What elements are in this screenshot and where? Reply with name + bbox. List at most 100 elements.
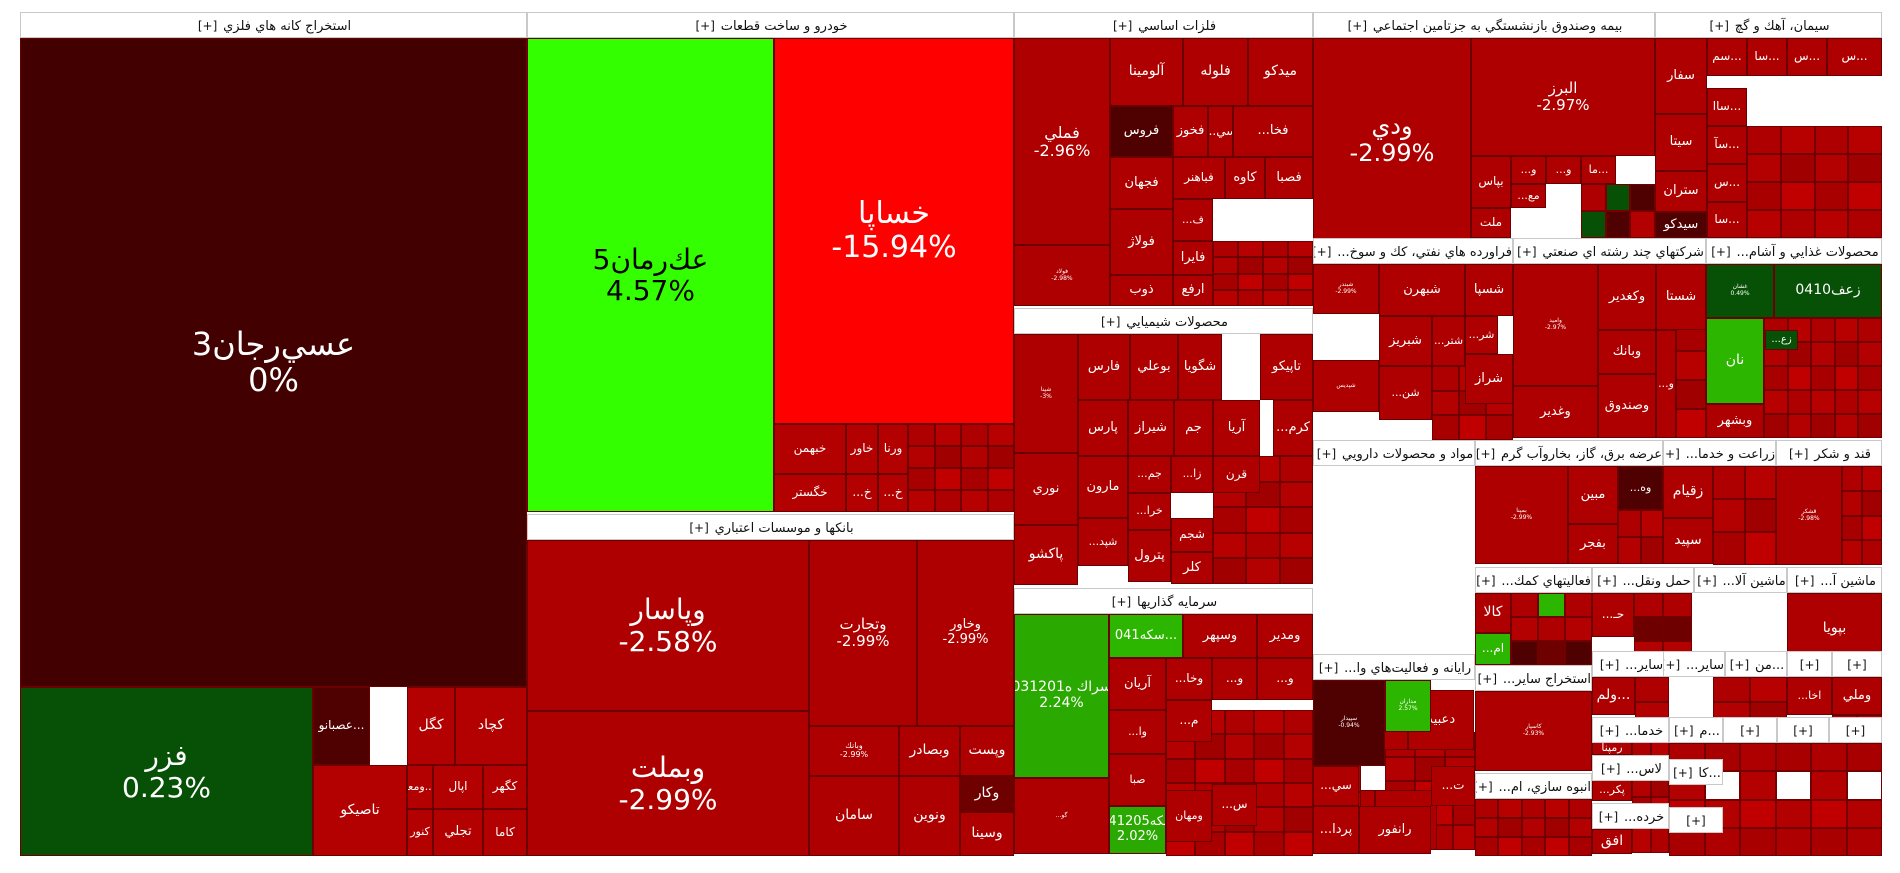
treemap-small-cell[interactable]: [1787, 414, 1812, 438]
treemap-small-cell[interactable]: [1750, 677, 1787, 702]
sector-expand-button[interactable]: [+]: [1794, 574, 1819, 588]
stock-tile[interactable]: وغدير: [1513, 386, 1598, 438]
treemap-small-cell[interactable]: [1263, 241, 1288, 258]
stock-tile[interactable]: ومعا...: [407, 765, 433, 809]
treemap-small-cell[interactable]: [1780, 126, 1815, 154]
stock-tile[interactable]: مداران 2.57%: [1385, 680, 1431, 732]
treemap-small-cell[interactable]: [1498, 799, 1522, 818]
sector-header[interactable]: بيمه وصندوق بازنشستگي به جزتامين اجتماعي…: [1314, 13, 1654, 37]
stock-tile[interactable]: ملت: [1471, 208, 1511, 238]
treemap-small-cell[interactable]: [1288, 257, 1313, 274]
treemap-small-cell[interactable]: [1713, 532, 1745, 565]
treemap-small-cell[interactable]: [1811, 743, 1847, 772]
treemap-small-cell[interactable]: [1663, 593, 1692, 617]
sector-header[interactable]: [+]: [1724, 718, 1776, 742]
sector-header[interactable]: خرده... [+]: [1593, 804, 1668, 828]
treemap-small-cell[interactable]: [1511, 593, 1538, 617]
treemap-small-cell[interactable]: [1279, 558, 1313, 584]
sector-expand-button[interactable]: [+]: [1799, 658, 1820, 672]
stock-tile[interactable]: ساا...: [1707, 88, 1747, 126]
treemap-small-cell[interactable]: [1486, 415, 1513, 440]
stock-tile[interactable]: سيدكو: [1655, 212, 1707, 238]
sector-header[interactable]: [+]: [1833, 652, 1881, 676]
treemap-small-cell[interactable]: [1246, 558, 1280, 584]
treemap-small-cell[interactable]: [1834, 318, 1859, 342]
stock-tile[interactable]: ...وا: [1109, 710, 1166, 754]
treemap-small-cell[interactable]: [1521, 837, 1546, 856]
sector-header[interactable]: خودرو و ساخت قطعات [+]: [528, 13, 1013, 37]
treemap-small-cell[interactable]: [1432, 415, 1459, 440]
sector-header[interactable]: سرمايه گذاريها [+]: [1015, 589, 1312, 613]
sector-expand-button[interactable]: [+]: [1112, 19, 1137, 33]
sector-header[interactable]: لاس... [+]: [1593, 756, 1668, 780]
treemap-small-cell[interactable]: [1545, 818, 1569, 837]
treemap-small-cell[interactable]: [1545, 837, 1569, 856]
sector-header[interactable]: محصولات غذايي و آشام... [+]: [1707, 239, 1881, 263]
stock-tile[interactable]: رمپنا: [1592, 741, 1632, 755]
stock-tile[interactable]: وپست: [960, 726, 1014, 776]
stock-tile[interactable]: ...جم: [1128, 456, 1171, 493]
stock-tile[interactable]: نان: [1706, 318, 1764, 404]
treemap-small-cell[interactable]: [1780, 154, 1815, 182]
sector-expand-button[interactable]: [+]: [1740, 724, 1760, 738]
stock-tile[interactable]: ومهان: [1166, 790, 1212, 842]
treemap-small-cell[interactable]: [1650, 825, 1669, 853]
treemap-small-cell[interactable]: [1213, 507, 1247, 533]
stock-tile[interactable]: ...خرا: [1128, 493, 1171, 530]
treemap-small-cell[interactable]: [1581, 184, 1606, 211]
treemap-small-cell[interactable]: [1246, 507, 1280, 533]
sector-expand-button[interactable]: [+]: [1709, 19, 1733, 33]
stock-tile[interactable]: سا...: [1707, 202, 1747, 238]
stock-tile[interactable]: ...اخا: [1787, 677, 1832, 715]
sector-header[interactable]: استخراج ساير... [+]: [1476, 666, 1591, 690]
treemap-small-cell[interactable]: [1224, 734, 1255, 759]
treemap-small-cell[interactable]: [1858, 318, 1882, 342]
treemap-small-cell[interactable]: [1213, 241, 1238, 258]
sector-header[interactable]: فراورده هاي نفتي، كك و سوخ... [+]: [1314, 239, 1512, 263]
stock-tile[interactable]: آريا: [1213, 400, 1260, 456]
sector-expand-button[interactable]: [+]: [689, 521, 713, 535]
sector-expand-button[interactable]: [+]: [1697, 574, 1721, 588]
stock-tile[interactable]: كنور: [407, 809, 433, 856]
stock-tile[interactable]: ﻋﻚرﻣﺎن5 4.57%: [527, 38, 774, 512]
treemap-small-cell[interactable]: [1238, 273, 1263, 290]
treemap-small-cell[interactable]: [1452, 825, 1475, 850]
treemap-small-cell[interactable]: [1811, 366, 1835, 390]
treemap-small-cell[interactable]: [1764, 414, 1788, 438]
stock-tile[interactable]: 041سكه...: [1109, 614, 1183, 658]
treemap-small-cell[interactable]: [1811, 414, 1835, 438]
treemap-small-cell[interactable]: [908, 424, 935, 446]
treemap-small-cell[interactable]: [1538, 593, 1565, 617]
stock-tile[interactable]: كالا: [1475, 593, 1511, 633]
treemap-small-cell[interactable]: [987, 446, 1014, 468]
treemap-small-cell[interactable]: [1283, 758, 1313, 783]
treemap-small-cell[interactable]: [1630, 211, 1655, 238]
treemap-small-cell[interactable]: [1511, 641, 1538, 665]
treemap-small-cell[interactable]: [1283, 710, 1313, 735]
treemap-small-cell[interactable]: [1811, 318, 1835, 342]
treemap-small-cell[interactable]: [1475, 837, 1499, 856]
treemap-small-cell[interactable]: [1787, 366, 1812, 390]
stock-tile[interactable]: ...س: [1212, 784, 1257, 826]
sector-expand-button[interactable]: [+]: [1318, 661, 1343, 675]
stock-tile[interactable]: فروس: [1110, 106, 1173, 157]
sector-header[interactable]: حمل ونقل... [+]: [1593, 568, 1693, 592]
stock-tile[interactable]: وصندوق: [1598, 374, 1656, 438]
treemap-small-cell[interactable]: [1288, 241, 1313, 258]
sector-expand-button[interactable]: [+]: [1664, 447, 1680, 461]
stock-tile[interactable]: وبصادر: [899, 726, 960, 776]
sector-expand-button[interactable]: [+]: [1601, 762, 1625, 776]
stock-tile[interactable]: خبهمن: [774, 424, 846, 474]
stock-tile[interactable]: وخاور -2.99%: [917, 540, 1014, 726]
treemap-small-cell[interactable]: [1846, 743, 1882, 772]
stock-tile[interactable]: ...شتر: [1432, 316, 1465, 366]
treemap-small-cell[interactable]: [1676, 380, 1706, 409]
stock-tile[interactable]: وبانك -2.99%: [809, 726, 899, 776]
treemap-small-cell[interactable]: [1842, 466, 1862, 491]
treemap-small-cell[interactable]: [1283, 783, 1313, 808]
treemap-small-cell[interactable]: [1713, 466, 1745, 499]
stock-tile[interactable]: فايرا: [1173, 241, 1213, 275]
stock-tile[interactable]: 0410زعف: [1774, 264, 1882, 318]
sector-header[interactable]: [+]: [1788, 652, 1831, 676]
treemap-small-cell[interactable]: [1811, 799, 1847, 828]
